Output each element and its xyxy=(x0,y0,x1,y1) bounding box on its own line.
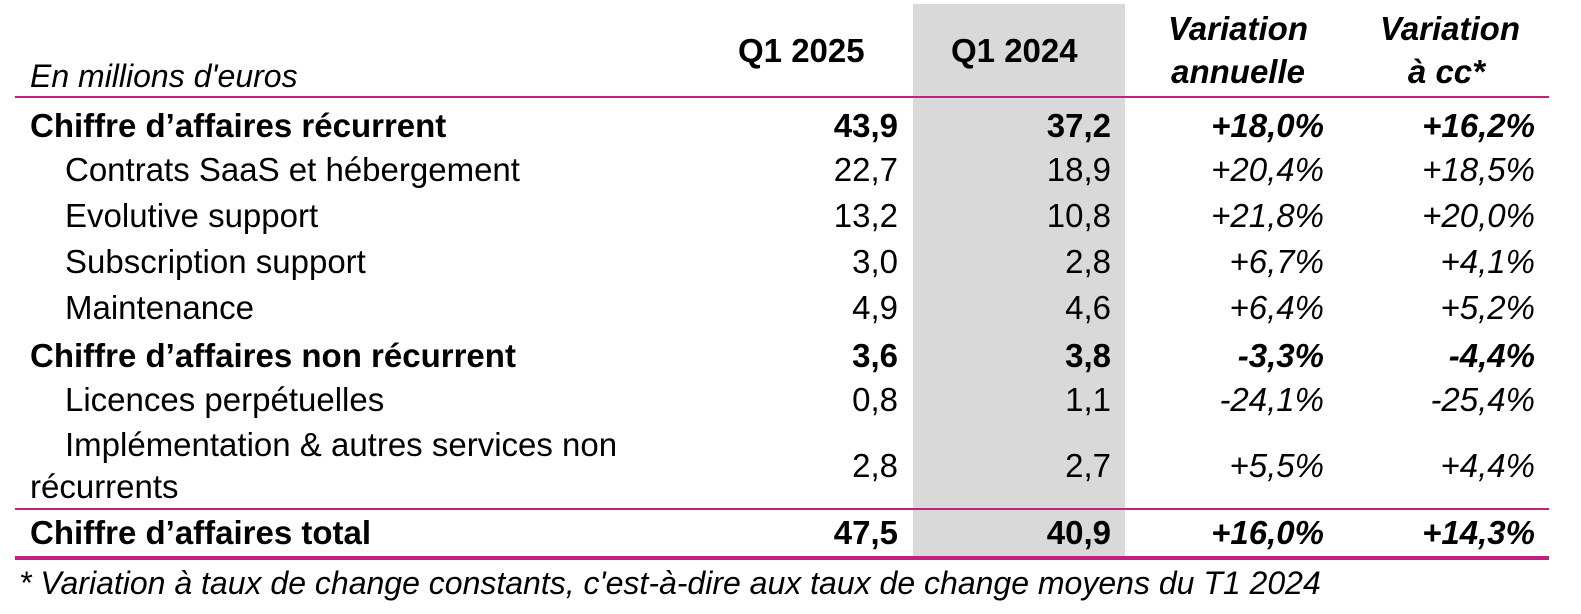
header-variation-annuelle-line1: Variation xyxy=(1168,10,1308,47)
row-label: Maintenance xyxy=(65,289,254,326)
cell-variation-annuelle: -3,3% xyxy=(1237,337,1324,374)
row-label: Contrats SaaS et hébergement xyxy=(65,151,520,188)
cell-variation-annuelle: +5,5% xyxy=(1229,447,1325,484)
cell-variation-annuelle: +18,0% xyxy=(1211,107,1324,144)
cell-q1-2025: 0,8 xyxy=(852,381,898,418)
unit-label: En millions d'euros xyxy=(30,58,298,94)
row-label: Chiffre d’affaires total xyxy=(30,514,372,551)
cell-q1-2025: 43,9 xyxy=(833,107,898,144)
cell-q1-2025: 4,9 xyxy=(852,289,898,326)
cell-q1-2024: 37,2 xyxy=(1046,107,1111,144)
cell-variation-cc: +4,1% xyxy=(1440,243,1536,280)
row-label-line1: Implémentation & autres services non xyxy=(65,426,618,463)
cell-q1-2025: 2,8 xyxy=(852,447,898,484)
cell-q1-2025: 3,0 xyxy=(852,243,898,280)
cell-variation-cc: +20,0% xyxy=(1422,197,1535,234)
cell-q1-2025: 3,6 xyxy=(852,337,898,374)
cell-q1-2024: 1,1 xyxy=(1065,381,1111,418)
cell-variation-annuelle: +16,0% xyxy=(1211,514,1324,551)
cell-q1-2024: 3,8 xyxy=(1065,337,1111,374)
cell-q1-2024: 40,9 xyxy=(1046,514,1111,551)
row-label: Chiffre d’affaires récurrent xyxy=(30,107,447,144)
cell-q1-2024: 2,8 xyxy=(1065,243,1111,280)
cell-variation-annuelle: +6,4% xyxy=(1229,289,1325,326)
header-q1-2024: Q1 2024 xyxy=(951,32,1078,69)
cell-variation-cc: -4,4% xyxy=(1448,337,1535,374)
row-label-line2: récurrents xyxy=(30,468,179,505)
footnote: * Variation à taux de change constants, … xyxy=(19,565,1321,601)
cell-q1-2024: 18,9 xyxy=(1046,151,1111,188)
cell-q1-2024: 2,7 xyxy=(1065,447,1111,484)
cell-variation-annuelle: -24,1% xyxy=(1219,381,1324,418)
header-variation-annuelle-line2: annuelle xyxy=(1171,53,1305,90)
header-variation-cc-line2: à cc* xyxy=(1407,53,1485,90)
row-label: Subscription support xyxy=(65,243,366,280)
cell-q1-2024: 10,8 xyxy=(1046,197,1111,234)
cell-variation-cc: -25,4% xyxy=(1430,381,1535,418)
total-top-divider xyxy=(15,508,1549,510)
cell-variation-annuelle: +20,4% xyxy=(1211,151,1324,188)
cell-variation-annuelle: +6,7% xyxy=(1229,243,1325,280)
row-label: Chiffre d’affaires non récurrent xyxy=(30,337,516,374)
cell-variation-cc: +5,2% xyxy=(1440,289,1536,326)
cell-variation-cc: +4,4% xyxy=(1440,447,1536,484)
cell-variation-annuelle: +21,8% xyxy=(1211,197,1324,234)
cell-variation-cc: +14,3% xyxy=(1422,514,1535,551)
total-bottom-divider xyxy=(15,556,1549,560)
row-label: Evolutive support xyxy=(65,197,319,234)
header-divider xyxy=(15,96,1549,98)
header-variation-cc-line1: Variation xyxy=(1380,10,1520,47)
row-label: Licences perpétuelles xyxy=(65,381,385,418)
cell-variation-cc: +18,5% xyxy=(1422,151,1535,188)
cell-q1-2024: 4,6 xyxy=(1065,289,1111,326)
cell-q1-2025: 22,7 xyxy=(833,151,898,188)
cell-q1-2025: 13,2 xyxy=(833,197,898,234)
cell-q1-2025: 47,5 xyxy=(833,514,898,551)
header-q1-2025: Q1 2025 xyxy=(738,32,865,69)
cell-variation-cc: +16,2% xyxy=(1422,107,1535,144)
